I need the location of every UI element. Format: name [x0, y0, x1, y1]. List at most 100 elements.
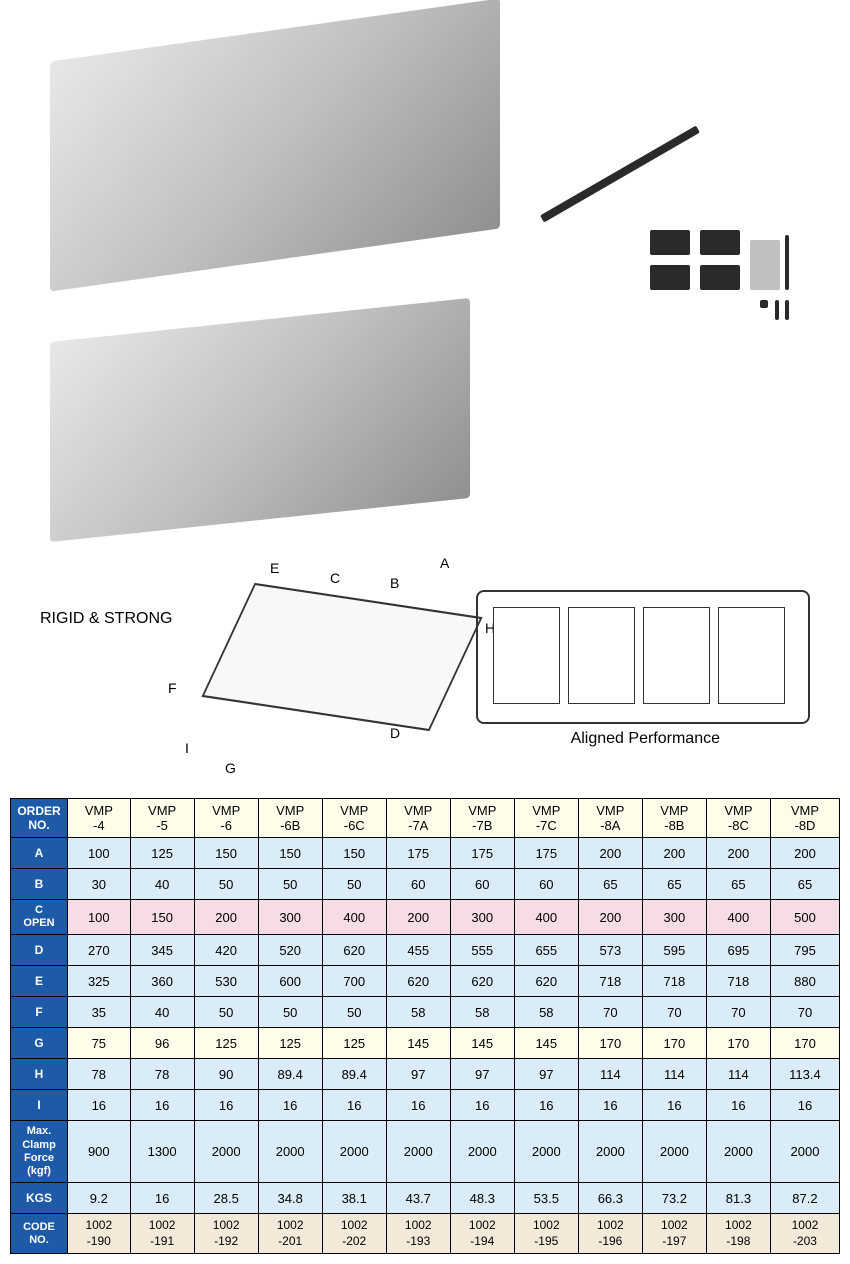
row-label: COPEN	[11, 900, 68, 935]
table-cell: 50	[258, 869, 322, 900]
table-cell: 1002-201	[258, 1214, 322, 1254]
column-header: VMP-8C	[706, 799, 770, 838]
table-cell: 270	[68, 935, 131, 966]
table-cell: 530	[194, 966, 258, 997]
table-cell: 500	[770, 900, 839, 935]
table-cell: 100	[68, 838, 131, 869]
table-cell: 97	[386, 1059, 450, 1090]
column-header: VMP-8B	[642, 799, 706, 838]
table-cell: 125	[322, 1028, 386, 1059]
table-cell: 1002-198	[706, 1214, 770, 1254]
table-cell: 75	[68, 1028, 131, 1059]
table-cell: 200	[194, 900, 258, 935]
table-cell: 695	[706, 935, 770, 966]
table-cell: 16	[706, 1090, 770, 1121]
table-row: F354050505058585870707070	[11, 997, 840, 1028]
table-cell: 87.2	[770, 1183, 839, 1214]
table-cell: 97	[514, 1059, 578, 1090]
table-cell: 1002-190	[68, 1214, 131, 1254]
row-label: F	[11, 997, 68, 1028]
table-cell: 70	[578, 997, 642, 1028]
table-cell: 114	[642, 1059, 706, 1090]
table-cell: 73.2	[642, 1183, 706, 1214]
product-image-area: RIGID & STRONG A B C E H D F G I Aligned…	[10, 10, 840, 790]
table-header-row: ORDERNO.VMP-4VMP-5VMP-6VMP-6BVMP-6CVMP-7…	[11, 799, 840, 838]
table-cell: 900	[68, 1121, 131, 1183]
table-cell: 2000	[194, 1121, 258, 1183]
table-cell: 200	[770, 838, 839, 869]
dimension-diagram: A B C E H D F G I	[160, 550, 510, 780]
table-cell: 400	[706, 900, 770, 935]
table-cell: 2000	[258, 1121, 322, 1183]
rigid-strong-label: RIGID & STRONG	[40, 610, 172, 628]
table-cell: 150	[194, 838, 258, 869]
table-cell: 718	[578, 966, 642, 997]
table-cell: 125	[258, 1028, 322, 1059]
row-label: E	[11, 966, 68, 997]
table-cell: 1002-194	[450, 1214, 514, 1254]
table-cell: 40	[130, 869, 194, 900]
table-cell: 89.4	[258, 1059, 322, 1090]
table-cell: 718	[642, 966, 706, 997]
table-row: B304050505060606065656565	[11, 869, 840, 900]
table-cell: 1300	[130, 1121, 194, 1183]
table-cell: 175	[514, 838, 578, 869]
table-cell: 2000	[450, 1121, 514, 1183]
table-cell: 113.4	[770, 1059, 839, 1090]
table-cell: 43.7	[386, 1183, 450, 1214]
table-cell: 78	[130, 1059, 194, 1090]
table-cell: 200	[642, 838, 706, 869]
table-cell: 16	[130, 1090, 194, 1121]
table-cell: 170	[642, 1028, 706, 1059]
table-cell: 1002-191	[130, 1214, 194, 1254]
table-cell: 58	[386, 997, 450, 1028]
table-row: H78789089.489.4979797114114114113.4	[11, 1059, 840, 1090]
table-cell: 555	[450, 935, 514, 966]
table-cell: 700	[322, 966, 386, 997]
table-cell: 60	[514, 869, 578, 900]
column-header: VMP-7A	[386, 799, 450, 838]
specifications-table: ORDERNO.VMP-4VMP-5VMP-6VMP-6BVMP-6CVMP-7…	[10, 798, 840, 1254]
table-cell: 125	[130, 838, 194, 869]
table-cell: 1002-192	[194, 1214, 258, 1254]
table-row: COPEN10015020030040020030040020030040050…	[11, 900, 840, 935]
table-cell: 1002-195	[514, 1214, 578, 1254]
table-cell: 35	[68, 997, 131, 1028]
row-label: H	[11, 1059, 68, 1090]
table-cell: 125	[194, 1028, 258, 1059]
column-header: VMP-8A	[578, 799, 642, 838]
table-cell: 97	[450, 1059, 514, 1090]
column-header: VMP-7B	[450, 799, 514, 838]
table-cell: 81.3	[706, 1183, 770, 1214]
table-cell: 325	[68, 966, 131, 997]
table-cell: 2000	[578, 1121, 642, 1183]
table-cell: 78	[68, 1059, 131, 1090]
table-cell: 170	[578, 1028, 642, 1059]
table-cell: 65	[770, 869, 839, 900]
table-cell: 60	[386, 869, 450, 900]
table-cell: 718	[706, 966, 770, 997]
table-cell: 1002-193	[386, 1214, 450, 1254]
table-cell: 50	[194, 997, 258, 1028]
table-cell: 53.5	[514, 1183, 578, 1214]
table-cell: 2000	[386, 1121, 450, 1183]
table-cell: 60	[450, 869, 514, 900]
table-cell: 1002-202	[322, 1214, 386, 1254]
table-cell: 28.5	[194, 1183, 258, 1214]
table-cell: 200	[578, 900, 642, 935]
table-cell: 200	[706, 838, 770, 869]
table-cell: 16	[194, 1090, 258, 1121]
table-cell: 70	[770, 997, 839, 1028]
header-order-no: ORDERNO.	[11, 799, 68, 838]
table-cell: 175	[386, 838, 450, 869]
table-cell: 150	[258, 838, 322, 869]
row-label: A	[11, 838, 68, 869]
table-cell: 114	[706, 1059, 770, 1090]
table-cell: 145	[450, 1028, 514, 1059]
table-cell: 2000	[706, 1121, 770, 1183]
table-cell: 1002-196	[578, 1214, 642, 1254]
table-row: CODENO.1002-1901002-1911002-1921002-2011…	[11, 1214, 840, 1254]
table-cell: 34.8	[258, 1183, 322, 1214]
table-cell: 65	[578, 869, 642, 900]
table-cell: 600	[258, 966, 322, 997]
